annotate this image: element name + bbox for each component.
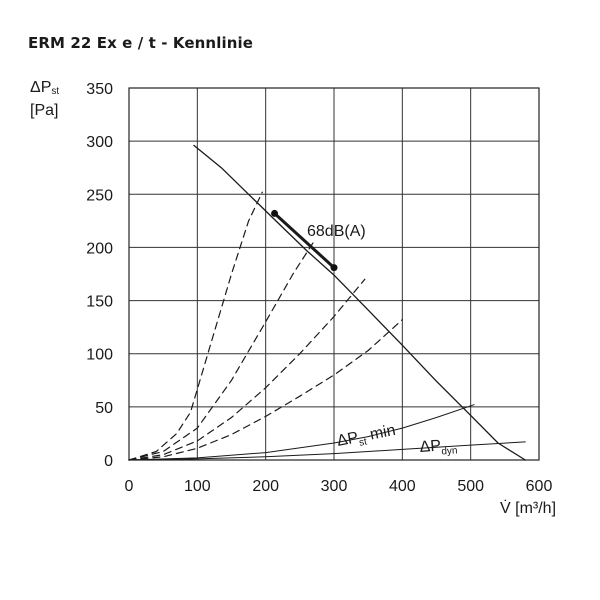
chart-title: ERM 22 Ex e / t - Kennlinie <box>28 34 253 52</box>
y-tick-label: 300 <box>86 134 113 151</box>
noise-level-label: 68dB(A) <box>307 223 366 240</box>
y-tick-label: 100 <box>86 347 113 364</box>
markers <box>271 209 338 272</box>
system-curve-dashed <box>128 278 366 461</box>
y-tick-label: 250 <box>86 187 113 204</box>
x-axis-label: V̇ [m³/h] <box>500 500 557 517</box>
y-tick-label: 0 <box>104 453 113 470</box>
tick-labels: 0 100 200 300 400 500 600 0 50 100 150 200 250 300 350 <box>86 81 552 495</box>
x-tick-label: 0 <box>125 478 134 495</box>
annotations: 68dB(A) ΔPst min ΔPdyn <box>307 223 458 459</box>
plot-frame <box>128 87 540 461</box>
pressure-curve <box>128 404 475 461</box>
fan-characteristic-curve <box>193 144 526 461</box>
operating-point-marker <box>330 264 338 272</box>
x-tick-label: 500 <box>457 478 484 495</box>
x-tick-label: 200 <box>252 478 279 495</box>
svg-text:ΔPdyn: ΔPdyn <box>419 436 458 459</box>
svg-text:ΔPst min: ΔPst min <box>336 422 398 453</box>
x-tick-label: 400 <box>389 478 416 495</box>
system-curve-dashed <box>128 241 315 461</box>
pst-min-label: ΔPst min <box>336 422 398 453</box>
y-tick-label: 50 <box>95 400 113 417</box>
system-curve-dashed <box>128 191 263 461</box>
y-tick-label: 350 <box>86 81 113 98</box>
operating-point-marker <box>271 209 279 217</box>
system-curve-dashed <box>128 319 403 461</box>
y-tick-label: 200 <box>86 240 113 257</box>
x-tick-label: 600 <box>526 478 553 495</box>
y-tick-label: 150 <box>86 294 113 311</box>
pressure-curve <box>128 441 526 461</box>
y-axis-label: ΔPst [Pa] <box>30 79 60 119</box>
x-tick-label: 100 <box>184 478 211 495</box>
curves <box>128 144 526 461</box>
grid <box>128 87 540 461</box>
x-tick-label: 300 <box>321 478 348 495</box>
pdyn-label: ΔPdyn <box>419 436 458 459</box>
operating-range-segment <box>273 211 336 270</box>
